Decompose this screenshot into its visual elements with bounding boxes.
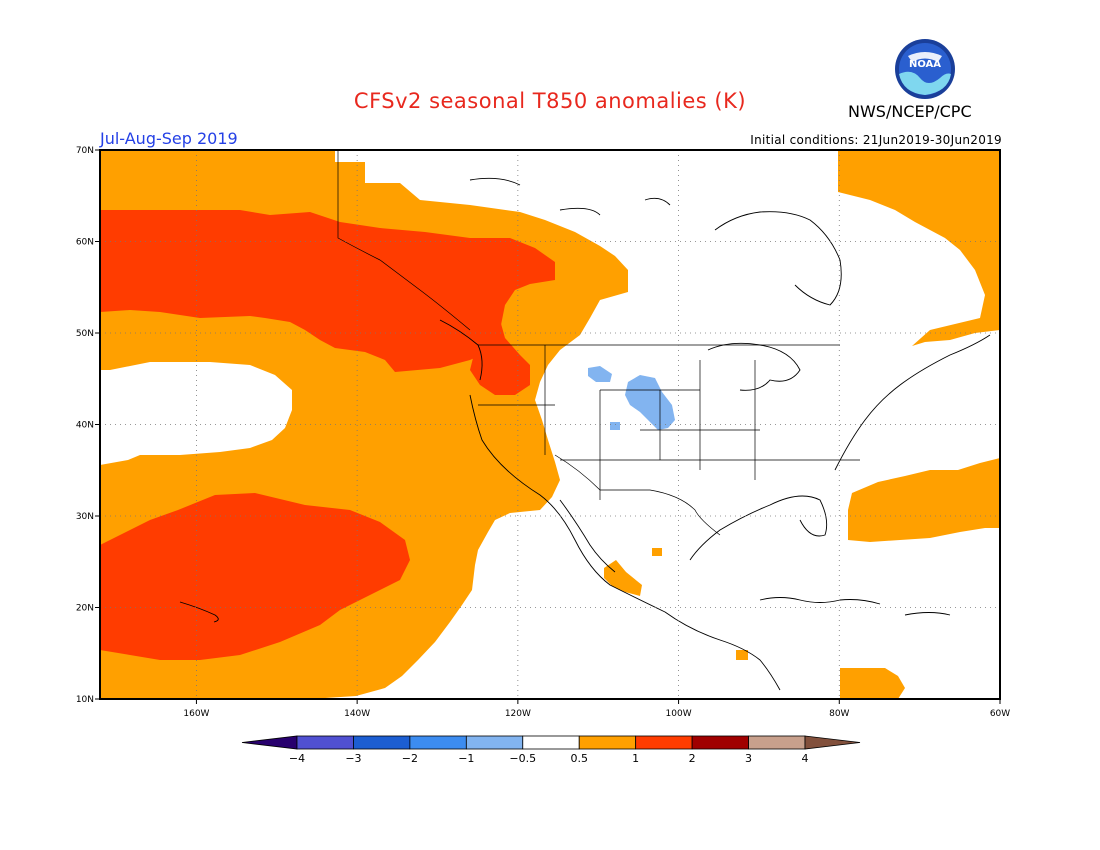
colorbar-segment-low-triangle xyxy=(241,735,298,750)
initial-conditions-label: Initial conditions: 21Jun2019-30Jun2019 xyxy=(750,133,1002,147)
central-america-orange-patch xyxy=(736,650,748,660)
lon-tick-label: 120W xyxy=(505,709,531,719)
logo-text: NOAA xyxy=(909,59,941,70)
rockies-blue-patch xyxy=(610,422,620,430)
caribbean-orange-region xyxy=(840,668,905,699)
colorbar-tick-label: 2 xyxy=(689,752,696,765)
colorbar-segment xyxy=(296,735,354,750)
lon-tick-label: 140W xyxy=(344,709,370,719)
colorbar-tick-label: 3 xyxy=(745,752,752,765)
colorbar-tick-label: −4 xyxy=(289,752,305,765)
noaa-logo: NOAA xyxy=(895,39,955,99)
map-gridlines xyxy=(100,150,1000,699)
map-field xyxy=(100,150,1000,699)
colorbar-segment xyxy=(748,735,806,750)
lon-tick-label: 100W xyxy=(666,709,692,719)
lon-tick-label: 60W xyxy=(990,709,1010,719)
colorbar-segment xyxy=(353,735,411,750)
colorbar-segment xyxy=(465,735,524,750)
lat-tick-label: 30N xyxy=(76,512,94,522)
colorbar-tick-label: −2 xyxy=(402,752,418,765)
colorbar: −4 −3 −2 −1 −0.5 0.5 1 2 3 4 xyxy=(241,735,861,765)
map-axis-ticks: 160W 140W 120W 100W 80W 60W 70N 60N 50N 40N 30N 20N… xyxy=(76,146,1010,719)
colorbar-segment xyxy=(522,735,580,750)
colorbar-tick-label: 4 xyxy=(802,752,809,765)
colorbar-segment xyxy=(409,735,467,750)
colorbar-segment xyxy=(578,735,637,750)
northern-plains-blue-region xyxy=(625,375,675,430)
lon-tick-label: 160W xyxy=(183,709,209,719)
colorbar-tick-label: −1 xyxy=(458,752,474,765)
colorbar-tick-label: −0.5 xyxy=(509,752,536,765)
canada-east-orange-region xyxy=(838,150,1000,346)
colorbar-segment xyxy=(691,735,749,750)
season-label: Jul-Aug-Sep 2019 xyxy=(100,129,238,148)
lon-tick-label: 80W xyxy=(829,709,849,719)
lat-tick-label: 10N xyxy=(76,695,94,705)
lat-tick-label: 70N xyxy=(76,146,94,156)
colorbar-tick-label: 1 xyxy=(632,752,639,765)
political-borders xyxy=(337,150,860,536)
atlantic-orange-region xyxy=(848,458,1000,542)
lat-tick-label: 60N xyxy=(76,238,94,248)
hawaii-red-region xyxy=(100,493,410,660)
lat-tick-label: 50N xyxy=(76,329,94,339)
colorbar-tick-label: 0.5 xyxy=(570,752,588,765)
lat-tick-label: 20N xyxy=(76,604,94,614)
chart-title: CFSv2 seasonal T850 anomalies (K) xyxy=(353,89,747,113)
northwest-us-red-region xyxy=(470,320,530,395)
alaska-red-region xyxy=(100,210,555,372)
colorbar-segment-high-triangle xyxy=(804,735,861,750)
mexico-orange-patch xyxy=(652,548,662,556)
colorbar-segment xyxy=(635,735,693,750)
gulf-of-california-orange-region xyxy=(604,560,642,596)
colorbar-tick-label: −3 xyxy=(345,752,361,765)
anomaly-region-neg-0.5-to-neg-1 xyxy=(588,366,675,430)
lat-tick-label: 40N xyxy=(76,421,94,431)
montana-blue-patch xyxy=(588,366,612,382)
organization-label: NWS/NCEP/CPC xyxy=(848,102,972,121)
anomaly-region-1-to-2 xyxy=(100,210,555,660)
